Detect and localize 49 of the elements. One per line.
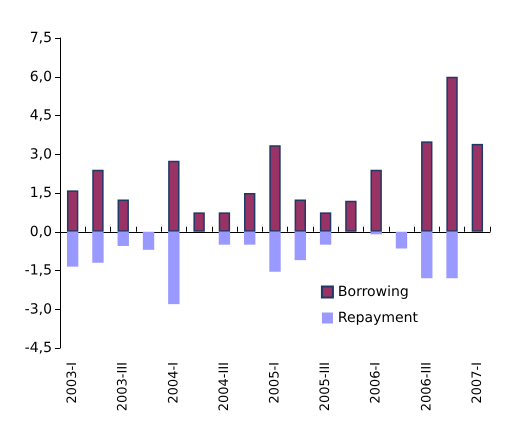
x-tick-label: 2006-III bbox=[419, 362, 434, 412]
bar bbox=[345, 200, 357, 232]
bar bbox=[66, 190, 78, 232]
x-tick-label: 2005-III bbox=[318, 362, 334, 412]
bar bbox=[92, 232, 104, 263]
bar bbox=[269, 145, 281, 232]
bar bbox=[92, 170, 104, 232]
bar bbox=[370, 232, 382, 234]
y-tick-label: 4,5 bbox=[30, 108, 52, 124]
bar bbox=[446, 232, 458, 278]
legend-label: Repayment bbox=[338, 310, 419, 326]
bar bbox=[244, 232, 256, 245]
bar bbox=[66, 232, 78, 267]
y-tick-label: 0,0 bbox=[30, 224, 52, 240]
legend-label: Borrowing bbox=[338, 284, 409, 300]
x-tick-label: 2004-I bbox=[166, 362, 182, 404]
y-tick-label: 6,0 bbox=[30, 68, 52, 85]
y-tick-label: 7,5 bbox=[30, 30, 52, 46]
x-tick-label: 2005-I bbox=[268, 362, 282, 404]
x-tick-label: 2006-I bbox=[368, 362, 384, 404]
x-tick-label: 2007-I bbox=[470, 362, 485, 404]
y-tick-label: -3,0 bbox=[24, 301, 52, 318]
y-tick-label: -4,5 bbox=[24, 340, 52, 356]
bar bbox=[168, 160, 180, 232]
bar bbox=[320, 232, 332, 245]
bar bbox=[472, 144, 484, 232]
x-tick-label: 2004-III bbox=[216, 362, 232, 412]
bar bbox=[421, 141, 432, 232]
bar bbox=[193, 212, 205, 232]
bar bbox=[396, 232, 408, 249]
y-tick-label: 3,0 bbox=[30, 146, 52, 162]
bar bbox=[294, 199, 306, 232]
y-tick-label: -1,5 bbox=[24, 262, 52, 278]
bar bbox=[142, 232, 154, 250]
x-tick-label: 2003-I bbox=[65, 362, 80, 404]
bar bbox=[244, 193, 256, 232]
bar bbox=[294, 232, 306, 260]
bar bbox=[370, 170, 382, 232]
bar bbox=[118, 232, 129, 246]
bar bbox=[218, 212, 230, 232]
bar bbox=[218, 232, 230, 245]
bar bbox=[168, 232, 180, 304]
bar bbox=[320, 212, 332, 232]
x-tick-label: 2003-III bbox=[116, 362, 131, 412]
bar bbox=[118, 199, 129, 232]
bar bbox=[269, 232, 281, 272]
bar bbox=[421, 232, 432, 278]
bar bbox=[446, 76, 458, 232]
y-tick-label: 1,5 bbox=[30, 185, 52, 201]
